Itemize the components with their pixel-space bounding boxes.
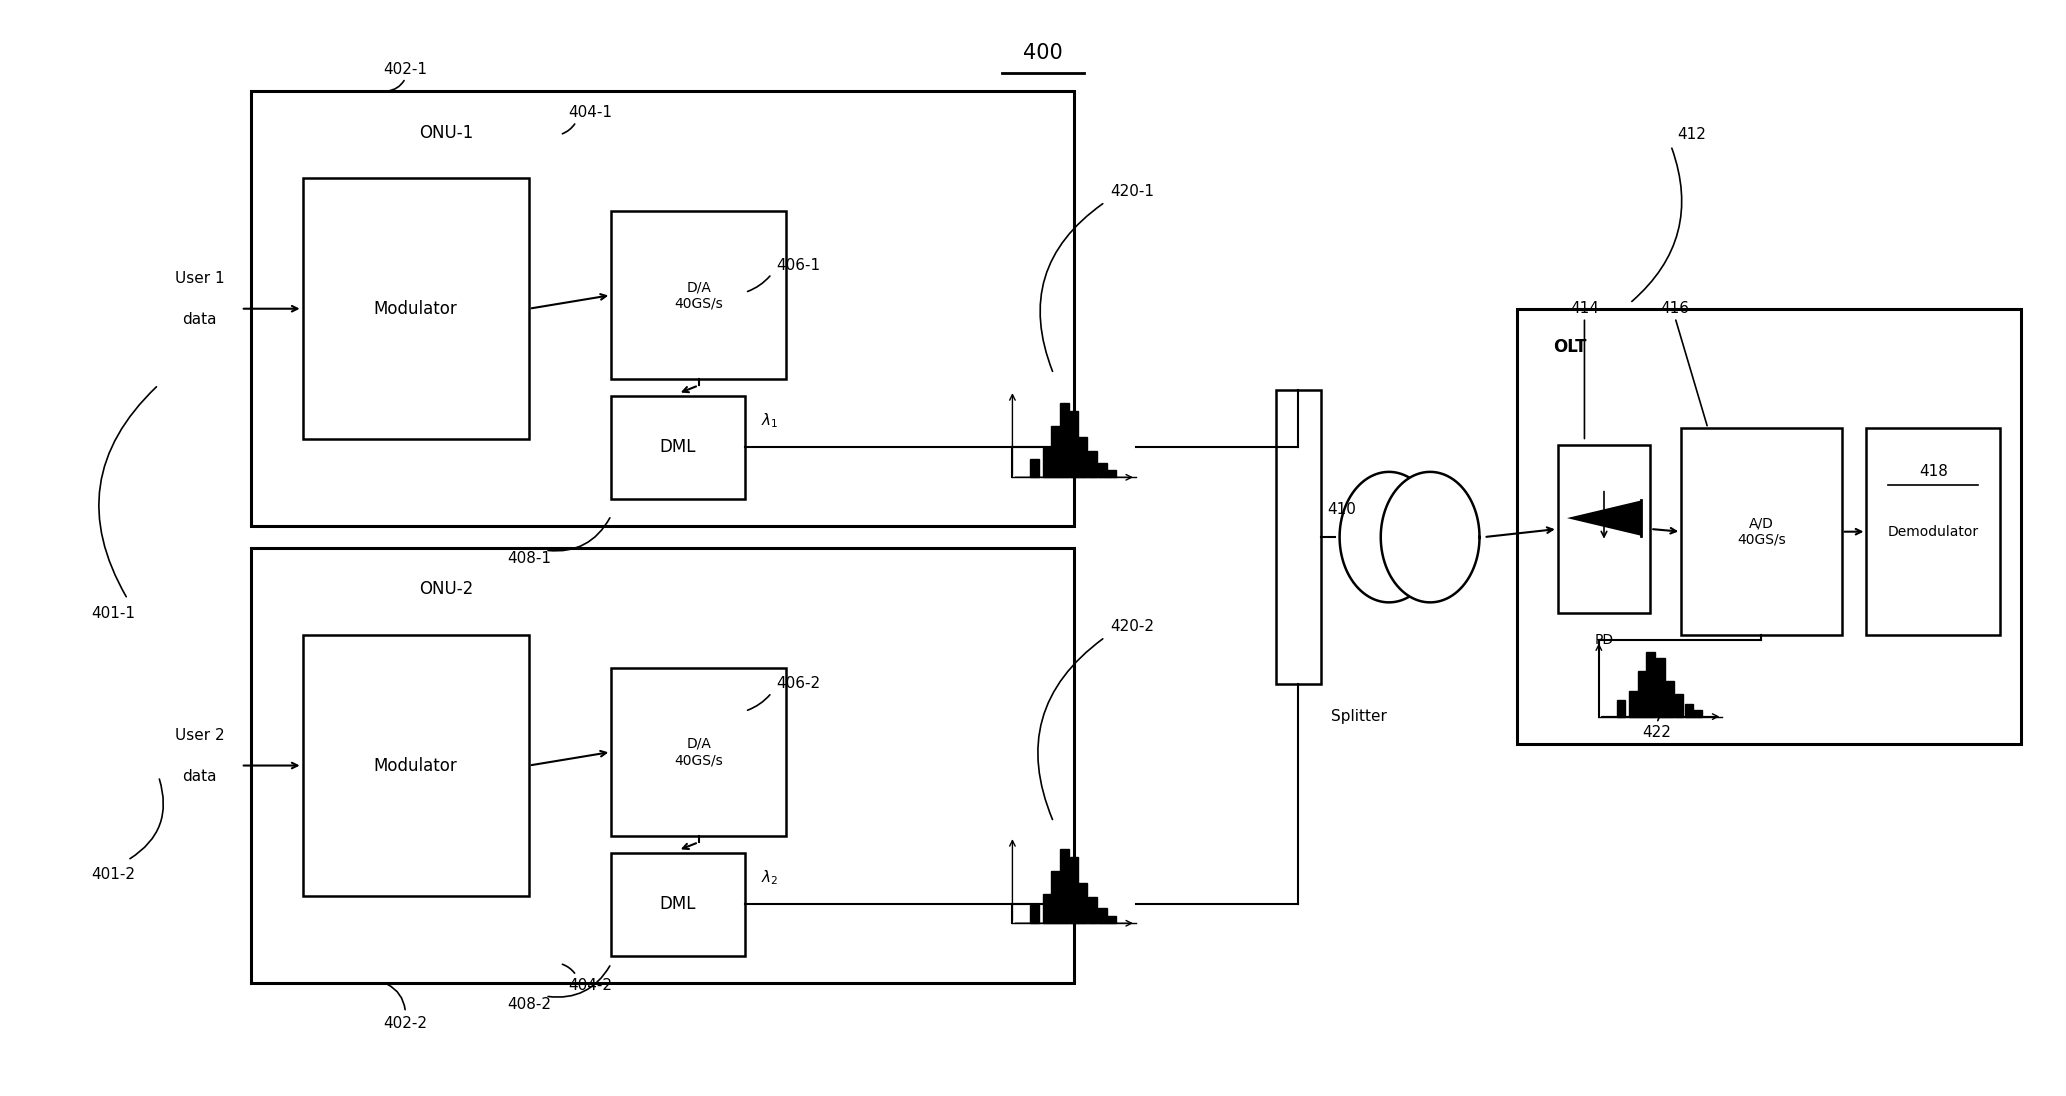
Text: PD: PD	[1595, 633, 1614, 648]
Text: 420-2: 420-2	[1109, 619, 1153, 633]
Text: 422: 422	[1642, 726, 1671, 741]
Text: DML: DML	[659, 438, 696, 456]
Bar	[1676, 694, 1684, 717]
Text: data: data	[182, 769, 217, 784]
FancyBboxPatch shape	[252, 548, 1074, 983]
Text: OLT: OLT	[1554, 338, 1587, 356]
Text: Modulator: Modulator	[374, 299, 457, 318]
Bar	[1043, 893, 1052, 923]
Bar	[1060, 849, 1068, 923]
FancyBboxPatch shape	[252, 91, 1074, 526]
Text: User 2: User 2	[176, 728, 225, 743]
Bar	[1638, 671, 1647, 717]
Bar	[1099, 909, 1107, 923]
Text: Modulator: Modulator	[374, 756, 457, 775]
Text: DML: DML	[659, 895, 696, 913]
Bar	[1089, 452, 1097, 477]
Bar	[1107, 916, 1116, 923]
Text: data: data	[182, 312, 217, 327]
Text: 416: 416	[1661, 301, 1690, 317]
FancyBboxPatch shape	[612, 853, 746, 956]
Bar	[1099, 463, 1107, 477]
Bar	[1052, 871, 1060, 923]
Text: ONU-2: ONU-2	[419, 580, 473, 598]
Text: 414: 414	[1570, 301, 1599, 317]
Text: $\lambda_1$: $\lambda_1$	[762, 411, 779, 430]
Text: User 1: User 1	[176, 271, 225, 286]
Bar	[1070, 411, 1078, 477]
Text: 401-1: 401-1	[91, 606, 134, 620]
Bar	[1078, 882, 1087, 923]
Bar	[1070, 857, 1078, 923]
Bar	[1043, 448, 1052, 477]
Text: 402-2: 402-2	[384, 1016, 428, 1031]
Text: D/A
40GS/s: D/A 40GS/s	[674, 737, 723, 767]
Text: 408-1: 408-1	[506, 551, 552, 567]
FancyBboxPatch shape	[1558, 445, 1651, 614]
Bar	[1657, 659, 1665, 717]
Polygon shape	[1380, 472, 1479, 603]
Text: $\lambda_2$: $\lambda_2$	[762, 868, 779, 887]
FancyBboxPatch shape	[612, 667, 785, 836]
FancyBboxPatch shape	[1682, 429, 1841, 635]
FancyBboxPatch shape	[1866, 429, 2000, 635]
Text: 406-2: 406-2	[777, 676, 820, 692]
Polygon shape	[1566, 501, 1640, 536]
Text: 420-1: 420-1	[1109, 184, 1153, 198]
Bar	[1618, 700, 1626, 717]
Text: 404-1: 404-1	[568, 105, 614, 121]
Bar	[1060, 403, 1068, 477]
Text: 406-1: 406-1	[777, 258, 820, 273]
Text: 400: 400	[1023, 43, 1064, 64]
Bar	[1031, 459, 1039, 477]
Text: 401-2: 401-2	[91, 867, 134, 882]
Text: 404-2: 404-2	[568, 978, 614, 993]
Bar	[1630, 690, 1638, 717]
Text: 408-2: 408-2	[506, 997, 552, 1013]
FancyBboxPatch shape	[302, 179, 529, 439]
Text: D/A
40GS/s: D/A 40GS/s	[674, 279, 723, 310]
Text: ONU-1: ONU-1	[419, 124, 473, 141]
FancyBboxPatch shape	[612, 396, 746, 499]
Bar	[1665, 681, 1673, 717]
Polygon shape	[1339, 472, 1438, 603]
Bar	[1078, 436, 1087, 477]
Bar	[1694, 710, 1702, 717]
Bar	[1647, 652, 1655, 717]
Text: 410: 410	[1326, 502, 1355, 517]
Text: A/D
40GS/s: A/D 40GS/s	[1738, 516, 1785, 547]
Text: Splitter: Splitter	[1331, 709, 1386, 724]
FancyBboxPatch shape	[302, 635, 529, 897]
Bar	[1107, 470, 1116, 477]
Bar	[1052, 425, 1060, 477]
FancyBboxPatch shape	[1277, 390, 1320, 684]
FancyBboxPatch shape	[1516, 309, 2021, 744]
Text: 418: 418	[1919, 465, 1948, 479]
FancyBboxPatch shape	[612, 210, 785, 379]
Text: 402-1: 402-1	[384, 62, 428, 77]
Text: Demodulator: Demodulator	[1888, 525, 1979, 539]
Text: 412: 412	[1678, 127, 1707, 142]
Bar	[1684, 704, 1694, 717]
Bar	[1031, 905, 1039, 923]
Bar	[1089, 898, 1097, 923]
